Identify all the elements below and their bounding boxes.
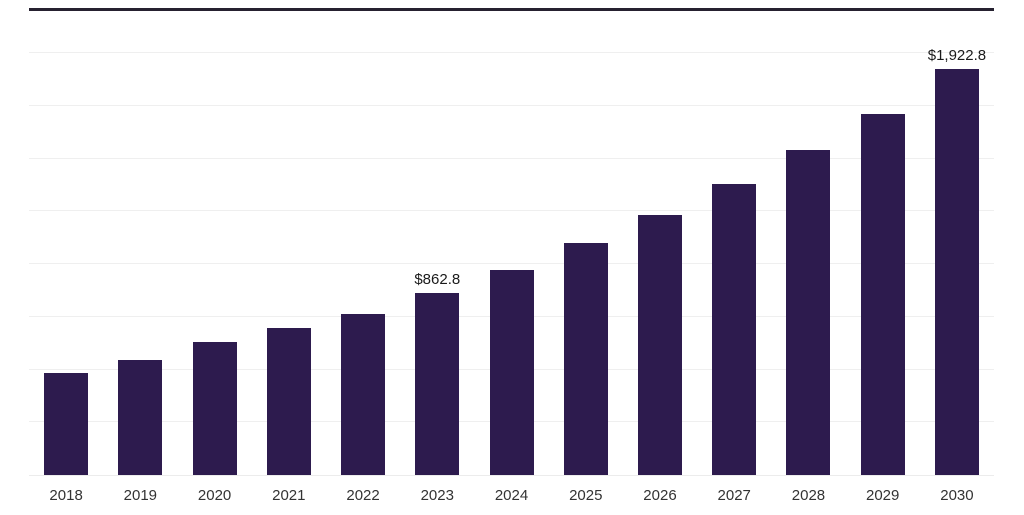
gridline [29,104,994,106]
bar-cell [177,11,251,475]
bar-2020 [192,342,237,475]
bar-cell [474,11,548,475]
bar-cell [697,11,771,475]
bar-cell [252,11,326,475]
bar-2024 [489,269,534,475]
bar-2030: $1,922.8 [928,47,986,475]
bar-value-label: $1,922.8 [927,47,987,65]
bar-value-label: $862.8 [414,271,461,289]
x-axis-label: 2023 [420,487,454,504]
bar-chart: $862.8 $1,922.8 [29,8,994,476]
x-axis-label: 2029 [866,487,900,504]
x-axis-label: 2018 [49,487,83,504]
x-axis-label: 2028 [791,487,826,504]
bar-2027 [712,183,757,475]
gridline [29,263,994,265]
bar-2019 [118,360,163,475]
gridline [29,52,994,54]
x-axis-label: 2019 [123,487,158,504]
x-axis-label: 2025 [569,487,603,504]
bar-cell [29,11,103,475]
x-axis-label: 2030 [940,487,974,504]
x-axis-label: 2022 [346,487,380,504]
bar-2028 [786,149,831,475]
bar-cell [549,11,623,475]
bar-cell: $1,922.8 [920,11,994,475]
x-axis: 2018 2019 2020 2021 2022 2023 2024 2025 2026 2027… [29,476,994,515]
bar-cell [103,11,177,475]
bar-2021 [266,328,311,475]
bar-2018 [44,372,89,475]
bar-cell [771,11,845,475]
bar-cell [846,11,920,475]
bar-cell: $862.8 [400,11,474,475]
gridline [29,210,994,212]
x-axis-label: 2021 [272,487,306,504]
bar-2022 [341,313,386,475]
bar-cell [623,11,697,475]
x-axis-label: 2020 [197,487,232,504]
bars-container: $862.8 $1,922.8 [29,11,994,475]
x-axis-label: 2027 [717,487,751,504]
x-axis-label: 2026 [643,487,677,504]
bar-2023: $862.8 [414,271,460,475]
bar-2029 [860,113,905,475]
bar-cell [326,11,400,475]
gridline [29,157,994,159]
bar-2026 [637,214,682,475]
x-axis-label: 2024 [494,487,529,504]
bar-2025 [563,243,608,475]
